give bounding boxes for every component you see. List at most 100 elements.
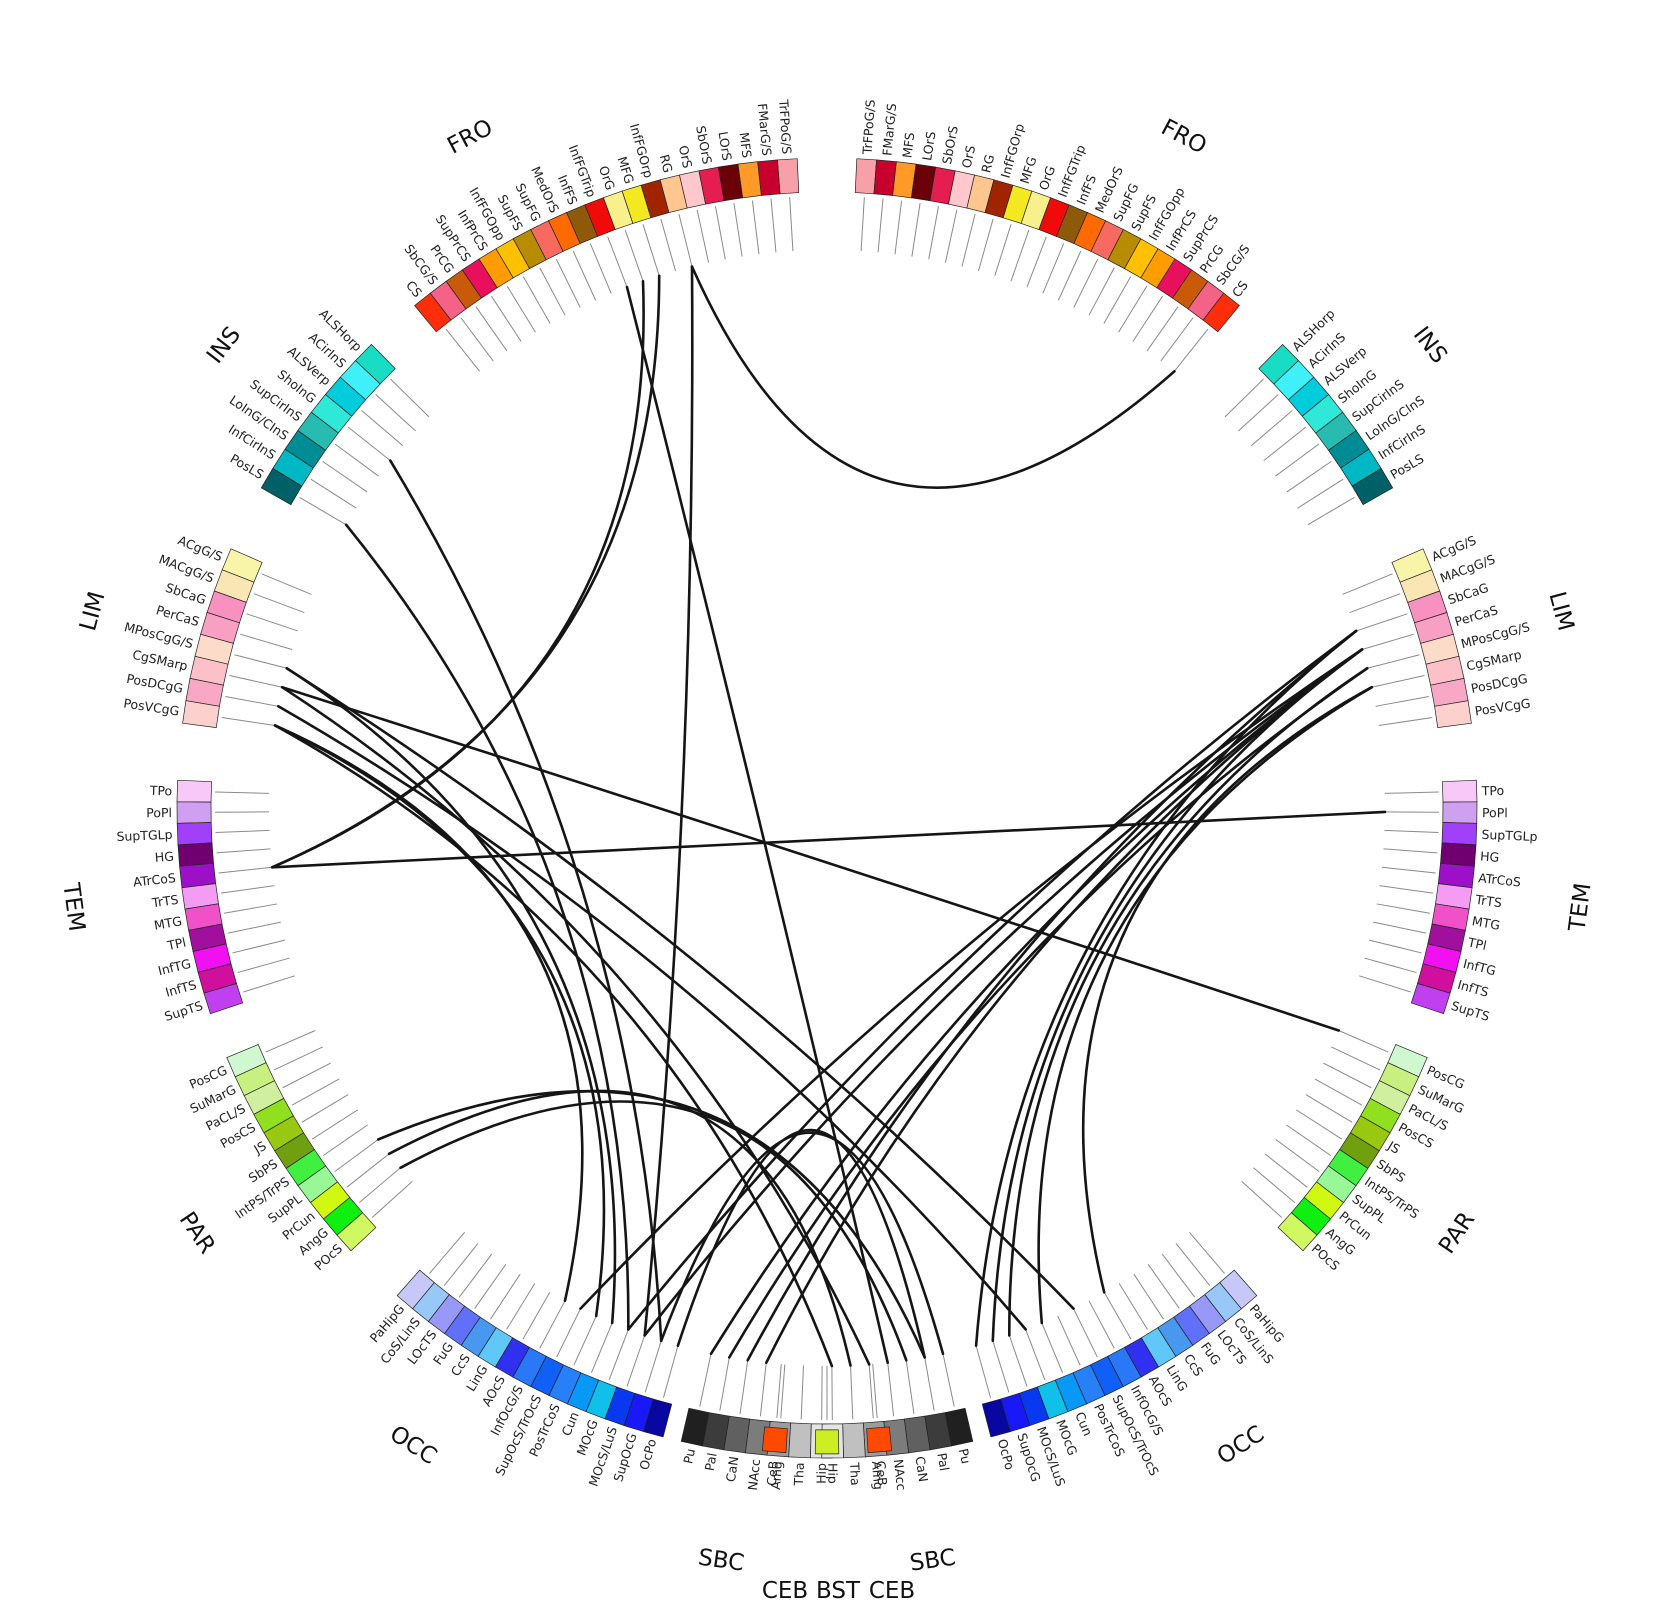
label-r-nacc: NAcc [891,1458,909,1491]
label-l-suptglp: SupTGLp [116,827,173,844]
tick-l-supts [243,975,295,993]
tick-r-ceb [872,1364,878,1418]
tick-r-pal [924,1357,935,1411]
cell-l-trfpog-s [777,158,800,195]
connection-10 [285,667,617,1325]
tick-l-macgg-s [253,593,305,614]
tick-l-tpo [215,791,270,794]
tick-l-poscs [291,1078,340,1106]
tick-r-sbors [928,206,940,260]
tick-r-org [1010,230,1030,282]
tick-r-supts [1359,975,1411,993]
tick-l-inftg [232,939,285,954]
label-l-tha: Tha [791,1462,807,1487]
tick-l-inffs [589,243,612,294]
label-r-sbors: SbOrS [939,124,961,165]
tick-l-can [739,1360,749,1414]
tick-r-sbcag [1356,613,1408,632]
group-label-l-lim: LIM [75,589,110,634]
label-l-lors: LOrS [716,130,735,161]
tick-r-inffgtrip [1026,236,1047,288]
tick-l-sumarg [273,1046,323,1071]
tick-r-acirins [1238,394,1279,432]
connection-23 [991,648,1364,1343]
label-l-amg: Amg [768,1461,785,1491]
connection-5 [270,274,661,869]
connection-22 [765,648,1364,1364]
cell-l-tha [788,1422,812,1459]
label-l-org: OrG [596,164,618,192]
tick-r-supocg [992,1340,1010,1393]
tick-r-posls [1307,496,1355,526]
tick-l-supocs-trocs [556,1308,581,1358]
tick-l-cun [590,1322,613,1374]
connection-31 [659,1131,945,1356]
tick-l-infocg-s [539,1300,566,1349]
connection-32 [676,1128,926,1359]
connection-6 [643,265,694,1337]
connection-28 [376,1090,926,1359]
cell-l-ceb [761,1426,788,1454]
tick-l-fmarg-s [770,198,777,253]
tick-r-poscs [1314,1078,1363,1106]
region-color-cells [176,158,1478,1459]
tick-r-aocs [1103,1292,1132,1340]
cell-r-ceb [866,1426,893,1454]
tick-l-amg [780,1364,786,1419]
cell-r-popl [1442,801,1478,824]
label-r-lors: LOrS [919,130,938,161]
tick-l-percas [240,633,293,650]
label-l-inftg: InfTG [156,956,192,978]
label-r-cgsmarp: CgSMarp [1465,647,1523,674]
tick-l-locts [458,1253,493,1298]
tick-l-posvcgg [221,717,276,727]
tick-r-infts [1364,957,1417,974]
tick-l-loing-cins [322,460,368,493]
tick-l-ccs [490,1273,521,1320]
tick-l-intps-trps [322,1124,368,1156]
tick-l-inffgorp [660,218,677,272]
label-r-trts: TrTS [1474,892,1503,911]
cell-r-ocpo [981,1398,1011,1438]
tick-r-mfs [894,200,903,255]
label-l-rg: RG [657,153,676,174]
connection-15 [625,285,889,1364]
tick-r-sbcg-s [1160,317,1194,362]
label-l-atrcos: ATrCoS [132,870,176,889]
tick-l-angg [358,1167,401,1203]
connection-29 [399,1100,908,1362]
tick-r-mocg [1025,1329,1046,1381]
tick-l-mocg [608,1329,629,1381]
tick-r-locts [1161,1253,1196,1298]
connection-19 [709,648,1364,1356]
label-l-cun: Cun [558,1410,581,1438]
cell-l-hg [177,842,214,867]
tick-l-alshorp [390,378,430,418]
connection-24 [1007,667,1369,1337]
tick-l-fug [474,1263,507,1309]
tick-l-prcun [346,1153,390,1188]
group-label-l-occ: OCC [385,1421,441,1470]
tick-l-trfpog-s [789,197,794,252]
label-l-posdcgg: PosDCgG [125,671,184,696]
group-label-l-sbc: SBC [697,1545,746,1577]
tick-l-prcg [475,306,508,352]
tick-l-nacc [759,1362,767,1417]
tick-l-ors [696,209,710,263]
tick-r-prcg [1146,306,1179,352]
tick-l-sbcg-s [460,317,494,362]
tick-l-mocs-lus [626,1335,646,1387]
label-l-cs: CS [403,278,425,300]
tick-l-supfg [555,258,581,308]
connection-3 [270,810,1387,869]
cell-l-suptglp [176,822,213,846]
tick-r-inffgorp [977,218,994,272]
tick-l-trts [220,885,275,894]
tick-r-angg [1253,1167,1296,1203]
tick-l-mfg [642,224,660,276]
label-l-hg: HG [154,849,174,865]
tick-r-cun [1041,1322,1064,1374]
tick-l-pal [719,1357,730,1411]
tick-l-medors [572,250,597,301]
tick-r-inftg [1369,939,1422,954]
